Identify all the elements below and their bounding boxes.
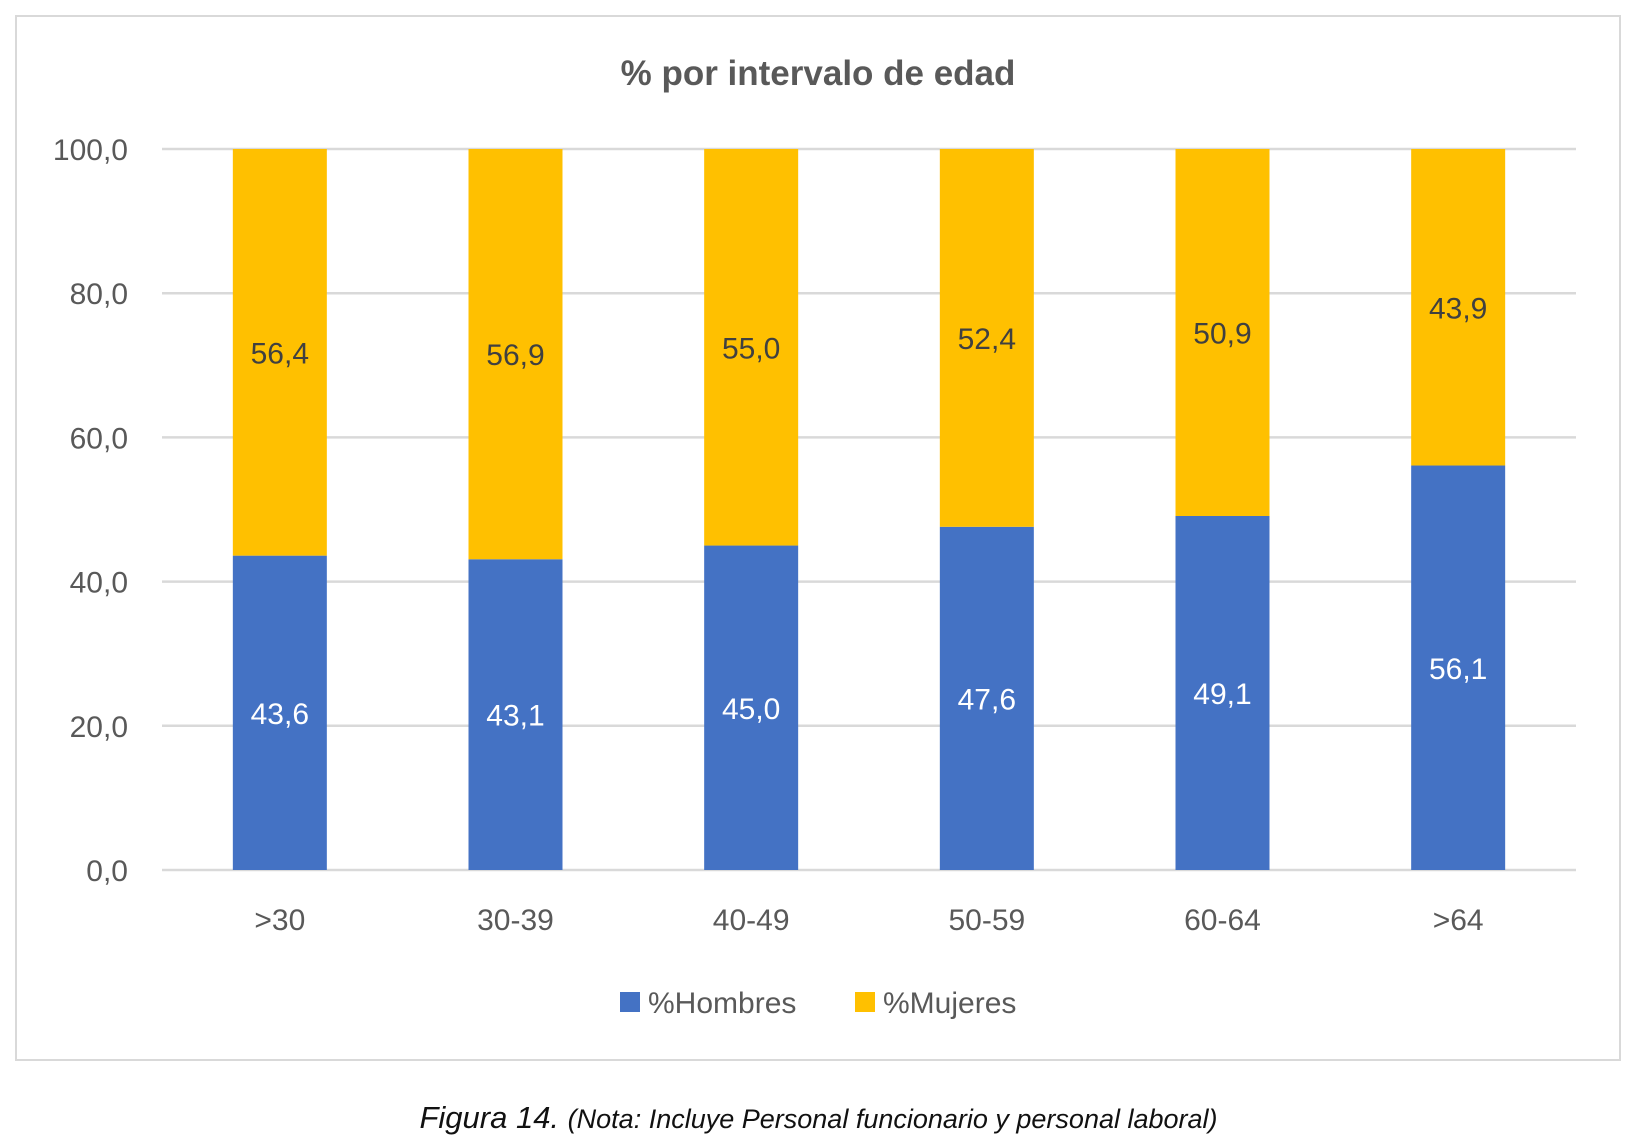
figure-caption: Figura 14. (Nota: Incluye Personal funci… [0, 1100, 1637, 1136]
y-tick-label: 40,0 [70, 567, 128, 600]
data-label: 47,6 [958, 683, 1016, 716]
y-tick-label: 0,0 [86, 855, 128, 888]
data-label: 45,0 [722, 693, 780, 726]
data-label: 50,9 [1193, 317, 1251, 350]
chart-title: % por intervalo de edad [621, 54, 1016, 93]
caption-note: (Nota: Incluye Personal funcionario y pe… [567, 1104, 1218, 1134]
data-label: 52,4 [958, 323, 1016, 356]
x-tick-label: 60-64 [1184, 904, 1261, 937]
bar-mujeres [939, 149, 1034, 527]
y-tick-label: 100,0 [53, 134, 128, 167]
bar-hombres [1175, 515, 1270, 870]
bar-mujeres [1411, 149, 1506, 466]
caption-figure: Figura 14. [419, 1100, 560, 1135]
y-tick-label: 20,0 [70, 711, 128, 744]
data-label: 56,4 [251, 337, 309, 370]
x-tick-label: 30-39 [477, 904, 554, 937]
y-tick-label: 80,0 [70, 278, 128, 311]
data-label: 43,1 [486, 700, 544, 733]
legend-swatch-hombres [620, 992, 640, 1012]
data-label: 55,0 [722, 332, 780, 365]
chart-frame [15, 15, 1621, 1061]
x-tick-label: 40-49 [713, 904, 790, 937]
bar-hombres [232, 555, 327, 870]
x-tick-label: 50-59 [948, 904, 1025, 937]
data-label: 49,1 [1193, 678, 1251, 711]
bar-mujeres [468, 149, 563, 560]
legend-swatch-mujeres [855, 992, 875, 1012]
bar-hombres [468, 559, 563, 870]
bar-mujeres [704, 149, 799, 546]
legend-label: %Mujeres [883, 987, 1016, 1020]
bar-mujeres [232, 149, 327, 556]
bar-hombres [1411, 465, 1506, 870]
data-label: 56,9 [486, 339, 544, 372]
data-label: 43,6 [251, 698, 309, 731]
bar-hombres [704, 545, 799, 870]
bar-hombres [939, 526, 1034, 870]
x-tick-label: >64 [1433, 904, 1484, 937]
data-label: 56,1 [1429, 653, 1487, 686]
x-tick-label: >30 [254, 904, 305, 937]
data-label: 43,9 [1429, 292, 1487, 325]
bar-mujeres [1175, 149, 1270, 516]
y-tick-label: 60,0 [70, 422, 128, 455]
legend-label: %Hombres [648, 987, 796, 1020]
